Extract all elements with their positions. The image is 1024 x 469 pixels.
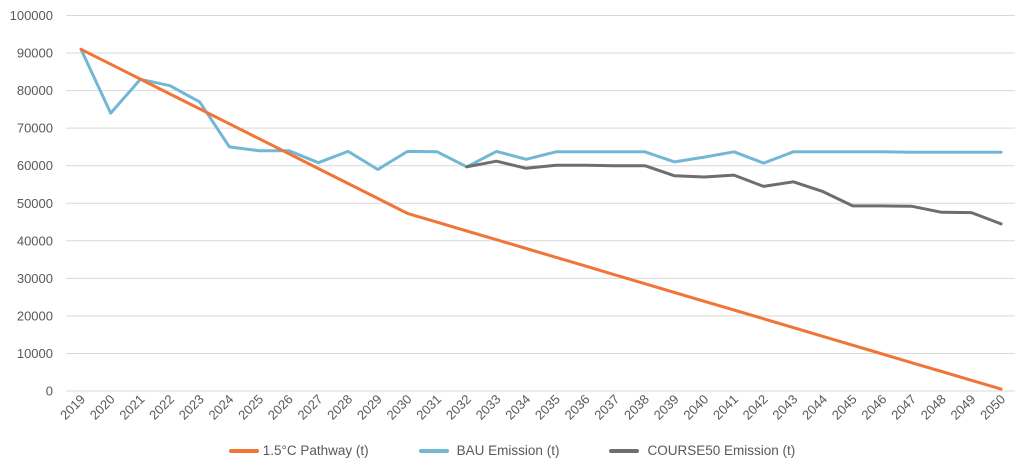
y-tick-label: 10000	[17, 346, 53, 361]
x-tick-label: 2019	[57, 392, 88, 423]
y-tick-label: 50000	[17, 196, 53, 211]
legend-label-bau: BAU Emission (t)	[456, 443, 560, 458]
x-tick-label: 2034	[502, 392, 533, 423]
y-tick-label: 0	[46, 384, 53, 399]
y-tick-label: 30000	[17, 271, 53, 286]
line-chart: 0 10000 20000 30000 40000 50000 60000 70000 8000…	[10, 8, 1015, 423]
x-tick-label: 2028	[324, 392, 355, 423]
y-tick-label: 100000	[10, 8, 53, 23]
legend-swatch-bau	[418, 448, 449, 453]
y-tick-label: 40000	[17, 233, 53, 248]
x-tick-label: 2036	[562, 392, 593, 423]
legend-item-bau[interactable]: BAU Emission (t)	[418, 443, 560, 458]
x-tick-label: 2035	[532, 392, 563, 423]
bau-line	[79, 47, 1003, 171]
x-tick-label: 2044	[799, 392, 830, 423]
x-tick-label: 2020	[87, 392, 118, 423]
y-axis-tick-labels: 0 10000 20000 30000 40000 50000 60000 70000 8000…	[10, 8, 53, 399]
x-tick-label: 2029	[354, 392, 385, 423]
x-tick-label: 2042	[740, 392, 771, 423]
series-lines	[79, 47, 1003, 391]
x-tick-label: 2030	[384, 392, 415, 423]
x-tick-label: 2033	[473, 392, 504, 423]
legend-swatch-pathway	[228, 448, 259, 453]
x-tick-label: 2049	[947, 392, 978, 423]
x-tick-label: 2023	[176, 392, 207, 423]
legend: 1.5°C Pathway (t) BAU Emission (t) COURS…	[0, 443, 1024, 458]
legend-label-course50: COURSE50 Emission (t)	[647, 443, 796, 458]
x-tick-label: 2022	[146, 392, 177, 423]
legend-item-course50[interactable]: COURSE50 Emission (t)	[609, 443, 795, 458]
y-tick-label: 90000	[17, 46, 53, 61]
y-tick-label: 80000	[17, 83, 53, 98]
y-tick-label: 20000	[17, 308, 53, 323]
x-tick-label: 2038	[621, 392, 652, 423]
legend-swatch-course50	[609, 448, 640, 453]
x-tick-label: 2024	[205, 392, 236, 423]
x-tick-label: 2048	[918, 392, 949, 423]
x-tick-label: 2032	[443, 392, 474, 423]
x-tick-label: 2047	[888, 392, 919, 423]
x-tick-label: 2021	[116, 392, 147, 423]
course50-line	[465, 159, 1003, 226]
x-tick-label: 2040	[680, 392, 711, 423]
x-tick-label: 2031	[413, 392, 444, 423]
x-tick-label: 2037	[591, 392, 622, 423]
legend-label-pathway: 1.5°C Pathway (t)	[262, 443, 369, 458]
x-tick-label: 2050	[977, 392, 1008, 423]
x-axis-tick-labels: 2019202020212022202320242025202620272028…	[57, 392, 1008, 423]
x-tick-label: 2043	[769, 392, 800, 423]
x-tick-label: 2046	[858, 392, 889, 423]
gridlines	[66, 15, 1015, 392]
y-tick-label: 70000	[17, 121, 53, 136]
x-tick-label: 2026	[265, 392, 296, 423]
pathway-line	[79, 47, 1003, 391]
x-tick-label: 2041	[710, 392, 741, 423]
legend-item-pathway[interactable]: 1.5°C Pathway (t)	[228, 443, 369, 458]
y-tick-label: 60000	[17, 158, 53, 173]
x-tick-label: 2039	[651, 392, 682, 423]
x-tick-label: 2027	[295, 392, 326, 423]
x-tick-label: 2045	[829, 392, 860, 423]
x-tick-label: 2025	[235, 392, 266, 423]
